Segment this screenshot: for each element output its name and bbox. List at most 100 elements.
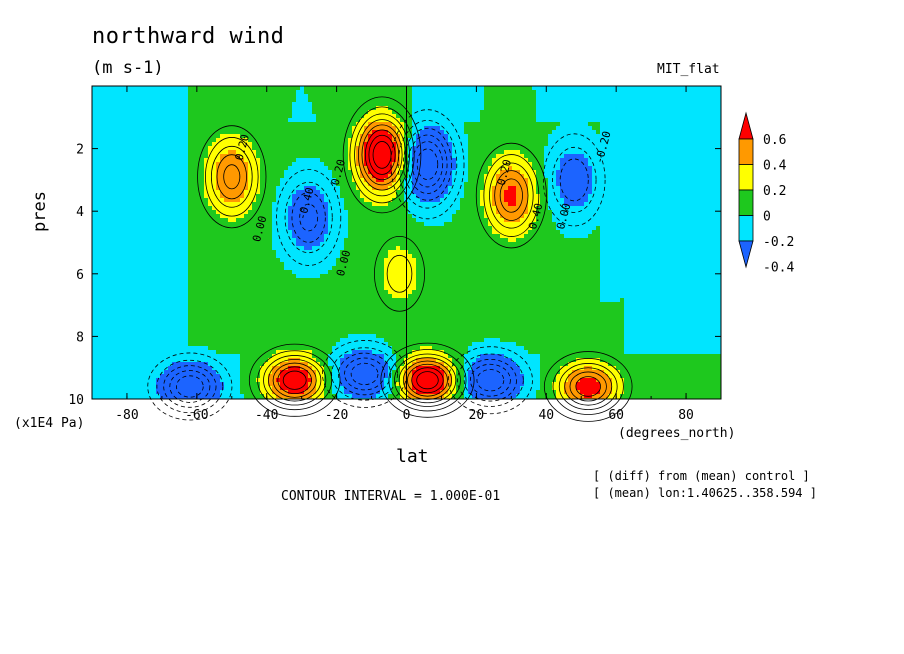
field-cell (312, 98, 317, 103)
field-cell (264, 378, 269, 383)
field-cell (196, 226, 201, 231)
field-cell (272, 286, 277, 291)
field-cell (104, 158, 109, 163)
field-cell (244, 218, 249, 223)
field-cell (244, 334, 249, 339)
field-cell (140, 258, 145, 263)
field-cell (108, 374, 113, 379)
field-cell (192, 222, 197, 227)
field-cell (128, 190, 133, 195)
field-cell (260, 174, 265, 179)
field-cell (160, 122, 165, 127)
field-cell (204, 214, 209, 219)
field-cell (140, 166, 145, 171)
field-cell (188, 334, 193, 339)
field-cell (116, 266, 121, 271)
field-cell (120, 370, 125, 375)
field-cell (152, 378, 157, 383)
field-cell (224, 322, 229, 327)
field-cell (96, 230, 101, 235)
field-cell (308, 130, 313, 135)
field-cell (140, 182, 145, 187)
field-cell (324, 386, 329, 391)
field-cell (332, 278, 337, 283)
field-cell (132, 286, 137, 291)
field-cell (268, 114, 273, 119)
field-cell (240, 378, 245, 383)
field-cell (140, 342, 145, 347)
field-cell (336, 214, 341, 219)
field-cell (148, 378, 153, 383)
field-cell (104, 394, 109, 399)
field-cell (108, 250, 113, 255)
field-cell (256, 270, 261, 275)
field-cell (108, 310, 113, 315)
field-cell (152, 270, 157, 275)
field-cell (108, 162, 113, 167)
field-cell (260, 354, 265, 359)
field-cell (280, 358, 285, 363)
field-cell (92, 266, 97, 271)
field-cell (144, 378, 149, 383)
field-cell (120, 390, 125, 395)
field-cell (212, 182, 217, 187)
field-cell (308, 94, 313, 99)
field-cell (124, 274, 129, 279)
field-cell (212, 210, 217, 215)
field-cell (276, 114, 281, 119)
field-cell (112, 318, 117, 323)
field-cell (176, 134, 181, 139)
field-cell (180, 234, 185, 239)
field-cell (316, 302, 321, 307)
field-cell (288, 314, 293, 319)
field-cell (132, 262, 137, 267)
field-cell (292, 310, 297, 315)
field-cell (144, 346, 149, 351)
field-cell (216, 254, 221, 259)
field-cell (276, 146, 281, 151)
field-cell (132, 130, 137, 135)
field-cell (260, 218, 265, 223)
field-cell (292, 382, 297, 387)
field-cell (96, 122, 101, 127)
field-cell (316, 174, 321, 179)
field-cell (328, 170, 333, 175)
field-cell (248, 102, 253, 107)
field-cell (192, 146, 197, 151)
field-cell (148, 322, 153, 327)
field-cell (188, 206, 193, 211)
field-cell (316, 238, 321, 243)
field-cell (276, 290, 281, 295)
field-cell (340, 138, 345, 143)
field-cell (176, 354, 181, 359)
field-cell (132, 182, 137, 187)
field-cell (100, 258, 105, 263)
field-cell (280, 382, 285, 387)
field-cell (288, 358, 293, 363)
field-cell (344, 98, 349, 103)
field-cell (100, 302, 105, 307)
field-cell (152, 282, 157, 287)
field-cell (140, 350, 145, 355)
field-cell (112, 338, 117, 343)
field-cell (280, 366, 285, 371)
field-cell (304, 174, 309, 179)
field-cell (136, 222, 141, 227)
field-cell (328, 98, 333, 103)
field-cell (92, 130, 97, 135)
field-cell (320, 198, 325, 203)
field-cell (124, 290, 129, 295)
field-cell (228, 178, 233, 183)
field-cell (104, 214, 109, 219)
field-cell (96, 382, 101, 387)
field-cell (144, 138, 149, 143)
field-cell (284, 186, 289, 191)
field-cell (240, 382, 245, 387)
field-cell (100, 346, 105, 351)
field-cell (236, 134, 241, 139)
field-cell (260, 238, 265, 243)
field-cell (216, 290, 221, 295)
field-cell (276, 266, 281, 271)
field-cell (132, 90, 137, 95)
field-cell (276, 186, 281, 191)
